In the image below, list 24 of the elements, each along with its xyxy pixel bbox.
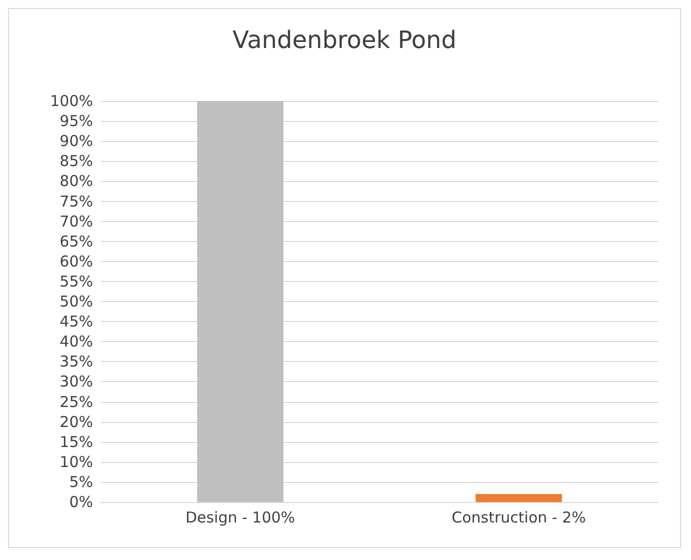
x-tick-label: Design - 100%	[185, 508, 296, 526]
y-tick-label: 75%	[60, 192, 93, 210]
y-tick-label: 30%	[60, 372, 93, 391]
y-tick-label: 50%	[60, 292, 93, 310]
y-tick-label: 35%	[60, 352, 93, 371]
x-tick-label: Construction - 2%	[452, 508, 586, 526]
y-tick-label: 85%	[60, 152, 93, 170]
y-tick-label: 55%	[60, 272, 93, 290]
chart-title: Vandenbroek Pond	[232, 26, 456, 54]
y-tick-label: 90%	[60, 132, 93, 150]
y-tick-label: 70%	[60, 212, 93, 230]
y-tick-label: 15%	[60, 432, 93, 451]
y-tick-label: 65%	[60, 232, 93, 250]
y-tick-label: 25%	[60, 392, 93, 411]
y-tick-label: 60%	[60, 252, 93, 270]
y-tick-label: 5%	[69, 472, 93, 491]
y-tick-label: 10%	[60, 452, 93, 471]
y-tick-label: 80%	[60, 172, 93, 190]
y-tick-label: 100%	[50, 92, 93, 110]
y-tick-label: 0%	[69, 493, 93, 511]
y-tick-label: 45%	[60, 312, 93, 331]
y-tick-label: 40%	[60, 332, 93, 351]
y-tick-label: 20%	[60, 412, 93, 431]
y-tick-label: 95%	[60, 112, 93, 130]
